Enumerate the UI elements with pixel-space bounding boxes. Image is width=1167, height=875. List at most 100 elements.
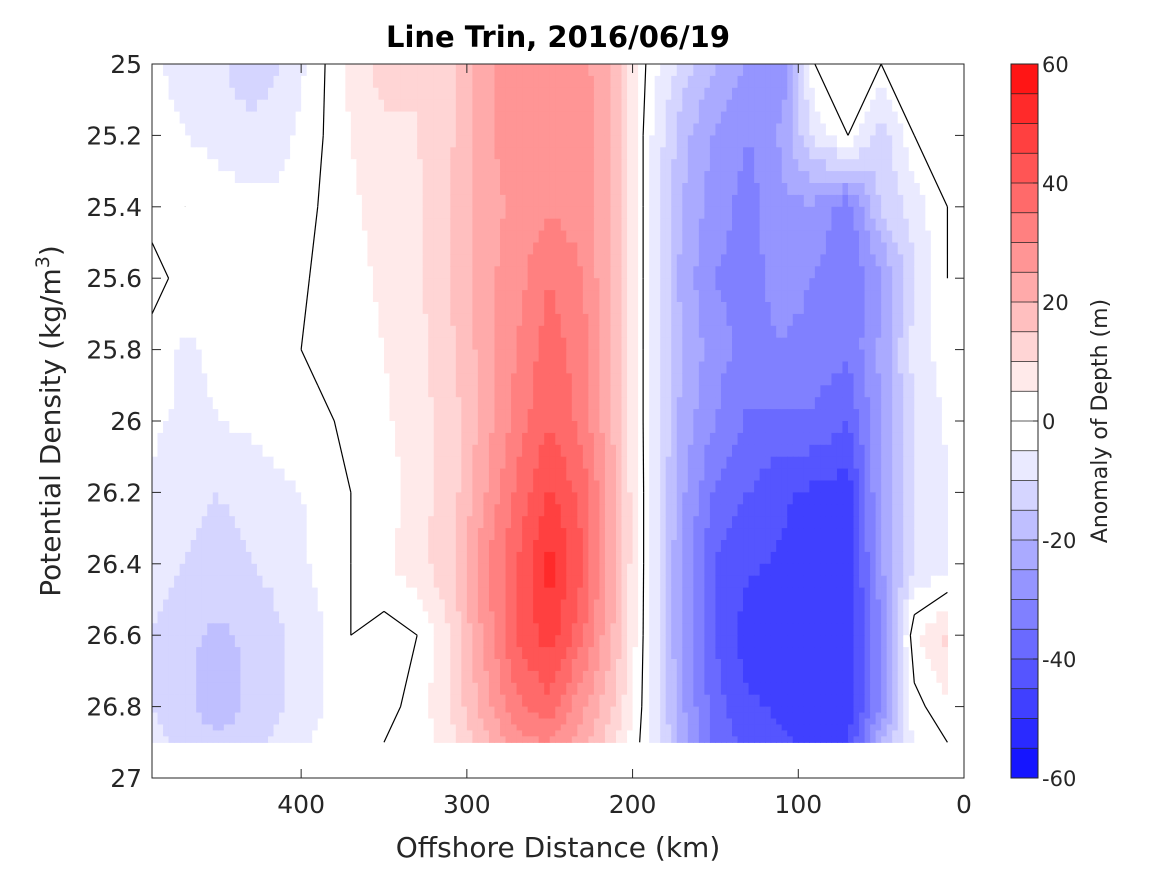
heatmap-cell [152,171,159,184]
heatmap-cell [814,159,821,172]
heatmap-cell [494,397,501,410]
heatmap-cell [682,337,689,351]
heatmap-cell [527,432,534,446]
heatmap-cell [317,266,324,279]
heatmap-cell [163,123,170,136]
heatmap-cell [212,218,219,232]
heatmap-cell [593,456,601,470]
heatmap-cell [737,409,744,422]
heatmap-cell [787,206,794,220]
heatmap-cell [897,397,904,410]
heatmap-cell [549,99,556,113]
heatmap-cell [582,87,589,101]
heatmap-cell [737,385,744,398]
heatmap-cell [864,397,871,410]
heatmap-cell [914,230,921,244]
heatmap-cell [372,147,380,160]
heatmap-cell [163,302,170,315]
heatmap-cell [660,373,667,386]
heatmap-cell [163,385,170,398]
heatmap-cell [301,218,308,232]
heatmap-cell [698,254,705,267]
heatmap-cell [582,183,589,196]
heatmap-cell [798,242,805,255]
heatmap-cell [323,159,330,172]
heatmap-cell [185,254,192,267]
heatmap-cell [544,75,551,89]
heatmap-cell [555,385,562,398]
heatmap-cell [627,325,634,339]
heatmap-cell [455,194,462,208]
heatmap-cell [268,444,275,458]
heatmap-cell [245,325,253,339]
heatmap-cell [301,325,308,339]
heatmap-cell [781,397,788,410]
heatmap-cell [627,432,634,446]
heatmap-cell [472,302,479,315]
heatmap-cell [477,64,485,77]
heatmap-cell [433,337,440,351]
heatmap-cell [903,183,910,196]
heatmap-cell [781,194,788,208]
heatmap-cell [334,218,341,232]
heatmap-cell [809,75,816,89]
heatmap-cell [472,373,479,386]
heatmap-cell [726,349,733,363]
heatmap-cell [422,290,429,303]
heatmap-cell [831,206,838,220]
heatmap-cell [179,123,186,136]
heatmap-cell [825,111,833,125]
heatmap-cell [709,444,717,458]
heatmap-cell [439,171,446,184]
heatmap-cell [549,171,556,184]
heatmap-cell [185,278,192,291]
heatmap-cell [660,111,667,125]
heatmap-cell [754,349,761,363]
heatmap-cell [334,194,341,208]
heatmap-cell [163,325,170,339]
heatmap-cell [279,325,286,339]
heatmap-cell [577,290,584,303]
heatmap-cell [936,266,943,279]
heatmap-cell [892,349,899,363]
heatmap-cell [825,206,833,220]
heatmap-cell [654,159,661,172]
heatmap-cell [356,278,363,291]
heatmap-cell [798,361,805,374]
heatmap-cell [831,302,838,315]
heatmap-cell [505,313,512,327]
heatmap-cell [361,302,369,315]
heatmap-cell [654,278,661,291]
heatmap-cell [433,397,440,410]
heatmap-cell [930,194,937,208]
heatmap-cell [627,111,634,125]
heatmap-cell [174,290,181,303]
heatmap-cell [792,266,799,279]
heatmap-cell [505,171,512,184]
heatmap-cell [328,397,335,410]
heatmap-cell [229,302,236,315]
heatmap-cell [212,468,219,482]
heatmap-cell [406,397,413,410]
heatmap-cell [941,218,949,232]
heatmap-cell [571,183,578,196]
heatmap-cell [748,397,755,410]
heatmap-cell [168,409,175,422]
heatmap-cell [494,159,501,172]
heatmap-cell [848,194,855,208]
heatmap-cell [185,337,192,351]
heatmap-cell [908,99,915,113]
heatmap-cell [455,432,462,446]
heatmap-cell [439,349,446,363]
heatmap-cell [207,361,214,374]
heatmap-cell [848,99,855,113]
heatmap-cell [676,87,683,101]
heatmap-cell [886,183,893,196]
heatmap-cell [157,325,164,339]
heatmap-cell [472,206,479,220]
heatmap-cell [859,397,866,410]
heatmap-cell [610,218,617,232]
heatmap-cell [218,385,225,398]
heatmap-cell [350,480,357,493]
heatmap-cell [207,421,214,434]
